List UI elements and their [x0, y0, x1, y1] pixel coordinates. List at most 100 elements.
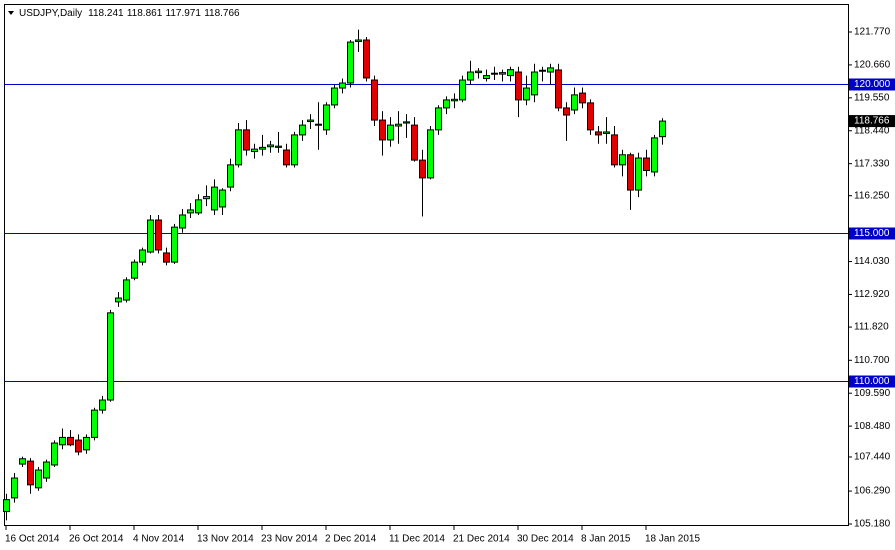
- y-tick-label: 111.820: [854, 322, 889, 333]
- candle-body: [467, 71, 474, 81]
- candle-body: [459, 79, 466, 101]
- level-label-box: [849, 375, 895, 388]
- candle-body: [571, 94, 578, 111]
- candle-body: [547, 67, 554, 73]
- candle-body: [411, 124, 418, 161]
- x-tick-label: 18 Jan 2015: [645, 534, 700, 545]
- candle-body: [187, 209, 194, 214]
- candle-body: [91, 409, 98, 438]
- candle-body: [427, 129, 434, 179]
- candle-body: [451, 98, 458, 102]
- y-tick-label: 118.440: [854, 125, 890, 136]
- candle-body: [307, 119, 314, 123]
- x-tick-label: 21 Dec 2014: [453, 534, 510, 545]
- level-label: 115.000: [854, 228, 890, 239]
- candle-body: [563, 107, 570, 116]
- y-tick-label: 120.660: [854, 60, 891, 71]
- candle-body: [371, 79, 378, 121]
- candle-body: [3, 499, 10, 513]
- candle-body: [19, 458, 26, 465]
- header-low: 117.971: [166, 8, 202, 19]
- y-tick-label: 114.030: [854, 256, 890, 267]
- x-tick-label: 23 Nov 2014: [261, 534, 318, 545]
- x-tick-label: 11 Dec 2014: [389, 534, 445, 545]
- level-label: 110.000: [854, 376, 890, 387]
- candle-body: [11, 477, 18, 499]
- candle-body: [515, 71, 522, 101]
- candle-body: [155, 219, 162, 251]
- candle-body: [539, 69, 546, 72]
- candle-body: [619, 154, 626, 166]
- price-label: 118.766: [854, 116, 890, 127]
- candle-body: [251, 148, 258, 153]
- candle-body: [243, 129, 250, 151]
- header-high: 118.861: [127, 8, 163, 19]
- candle-body: [147, 219, 154, 253]
- x-tick-label: 26 Oct 2014: [69, 534, 124, 545]
- candle-body: [299, 124, 306, 136]
- candle-body: [651, 137, 658, 173]
- plot-frame: [4, 4, 849, 526]
- candle-body: [395, 123, 402, 127]
- candle-body: [635, 157, 642, 191]
- header-open: 118.241: [88, 8, 124, 19]
- candle-body: [283, 149, 290, 166]
- candle-body: [235, 129, 242, 166]
- candle-body: [267, 144, 274, 148]
- candle-body: [603, 131, 610, 134]
- candle-body: [59, 436, 66, 446]
- level-label-box: [849, 227, 895, 240]
- candle-body: [347, 41, 354, 84]
- candle-body: [507, 69, 514, 77]
- candle-body: [219, 189, 226, 208]
- candle-body: [531, 71, 538, 96]
- y-tick-label: 116.250: [854, 190, 890, 201]
- candle-body: [83, 436, 90, 451]
- candle-body: [475, 70, 482, 74]
- candle-body: [379, 119, 386, 141]
- candle-body: [331, 87, 338, 106]
- candle-body: [163, 252, 170, 263]
- level-label-box: [849, 78, 895, 91]
- y-tick-label: 110.700: [854, 355, 890, 366]
- x-tick-label: 13 Nov 2014: [197, 534, 254, 545]
- chart-title: USDJPY,Daily: [19, 8, 82, 19]
- candle-body: [67, 436, 74, 446]
- candle-body: [43, 461, 50, 479]
- candle-body: [275, 145, 282, 148]
- x-tick-label: 2 Dec 2014: [325, 534, 377, 545]
- candle-body: [387, 124, 394, 141]
- candle-body: [643, 157, 650, 171]
- candle-body: [403, 121, 410, 124]
- candle-body: [131, 261, 138, 279]
- x-tick-label: 30 Dec 2014: [517, 534, 574, 545]
- y-tick-label: 107.440: [854, 452, 891, 463]
- candle-body: [123, 279, 130, 301]
- candle-body: [315, 123, 322, 126]
- candle-body: [115, 297, 122, 303]
- y-tick-label: 108.480: [854, 421, 891, 432]
- candle-body: [659, 120, 666, 138]
- price-label-box: [849, 115, 895, 128]
- y-tick-label: 109.590: [854, 388, 891, 399]
- candle-body: [323, 104, 330, 131]
- candle-body: [27, 460, 34, 486]
- candle-body: [419, 159, 426, 179]
- candle-body: [363, 39, 370, 79]
- candle-body: [99, 399, 106, 411]
- candle-body: [435, 107, 442, 131]
- candle-body: [499, 72, 506, 75]
- y-tick-label: 121.770: [854, 27, 891, 38]
- x-tick-label: 4 Nov 2014: [133, 534, 185, 545]
- candle-body: [227, 164, 234, 188]
- candle-body: [203, 196, 210, 200]
- candle-body: [171, 226, 178, 263]
- candle-body: [139, 249, 146, 263]
- candle-body: [339, 82, 346, 89]
- y-tick-label: 105.180: [854, 519, 891, 530]
- level-label: 120.000: [854, 79, 891, 90]
- candle-body: [611, 134, 618, 166]
- candle-body: [355, 39, 362, 42]
- y-tick-label: 117.330: [854, 158, 890, 169]
- y-tick-label: 106.290: [854, 486, 891, 497]
